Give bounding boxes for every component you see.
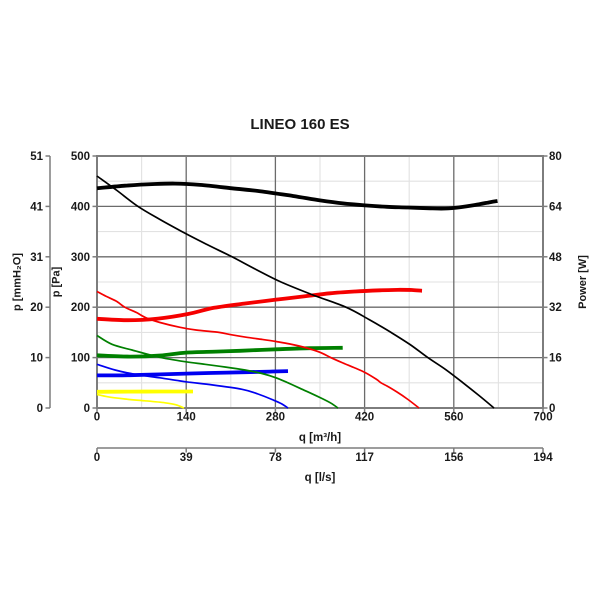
svg-text:0: 0	[37, 403, 43, 415]
svg-text:32: 32	[549, 302, 562, 314]
svg-text:200: 200	[71, 302, 90, 314]
svg-text:16: 16	[549, 353, 562, 365]
svg-text:48: 48	[549, 252, 562, 264]
svg-text:100: 100	[71, 353, 90, 365]
svg-text:q [m³/h]: q [m³/h]	[299, 432, 341, 444]
svg-text:80: 80	[549, 151, 562, 163]
svg-text:41: 41	[30, 201, 43, 213]
svg-text:Power [W]: Power [W]	[577, 255, 589, 309]
svg-text:700: 700	[533, 412, 552, 424]
svg-text:31: 31	[30, 252, 43, 264]
svg-text:0: 0	[549, 403, 555, 415]
svg-text:64: 64	[549, 201, 562, 213]
svg-text:420: 420	[355, 412, 374, 424]
svg-text:0: 0	[94, 452, 100, 464]
svg-text:400: 400	[71, 201, 90, 213]
svg-text:LINEO 160 ES: LINEO 160 ES	[250, 116, 349, 133]
svg-text:0: 0	[94, 412, 100, 424]
svg-text:20: 20	[30, 302, 43, 314]
svg-text:q [l/s]: q [l/s]	[305, 472, 336, 484]
svg-text:10: 10	[30, 353, 43, 365]
svg-text:560: 560	[444, 412, 463, 424]
svg-text:0: 0	[84, 403, 90, 415]
svg-text:194: 194	[533, 452, 553, 464]
svg-text:140: 140	[177, 412, 196, 424]
svg-text:51: 51	[30, 151, 43, 163]
svg-text:156: 156	[444, 452, 463, 464]
svg-text:78: 78	[269, 452, 282, 464]
svg-text:39: 39	[180, 452, 193, 464]
svg-text:300: 300	[71, 252, 90, 264]
svg-text:280: 280	[266, 412, 285, 424]
svg-text:p [mmH₂O]: p [mmH₂O]	[12, 253, 24, 311]
svg-text:p [Pa]: p [Pa]	[51, 266, 63, 297]
svg-text:117: 117	[355, 452, 374, 464]
svg-text:500: 500	[71, 151, 90, 163]
